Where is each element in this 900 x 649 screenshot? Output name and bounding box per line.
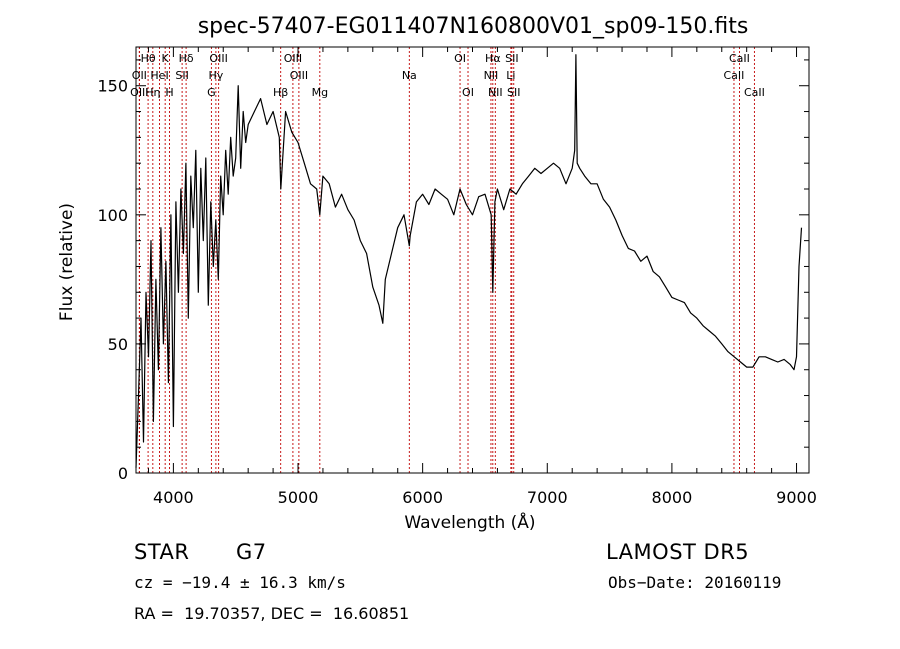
spectral-line-label: Hη [145, 86, 160, 99]
survey-release: LAMOST DR5 [606, 540, 750, 564]
spectral-line-label: HeI [150, 69, 168, 82]
redshift-velocity: cz = −19.4 ± 16.3 km/s [134, 573, 346, 592]
spectral-line-label: Hθ [141, 52, 156, 65]
spectral-line-label: Hγ [208, 69, 223, 82]
chart-title: spec-57407-EG011407N160800V01_sp09-150.f… [198, 14, 749, 39]
spectral-line-label: NII [488, 86, 503, 99]
spectral-line-label: OIII [209, 52, 227, 65]
spectral-line-label: Mg [312, 86, 328, 99]
spectral-line-label: OIII [284, 52, 302, 65]
x-tick-label: 7000 [527, 488, 568, 507]
spectral-line-label: H [165, 86, 173, 99]
object-class: STAR [134, 540, 190, 564]
spectral-line-label: OI [462, 86, 474, 99]
x-tick-label: 5000 [278, 488, 319, 507]
x-tick-label: 9000 [776, 488, 817, 507]
spectral-line-label: OIII [130, 86, 148, 99]
spectral-line-markers [138, 47, 755, 473]
spectral-line-label: K [162, 52, 170, 65]
y-axis-ticks: 0 50 100 150 [97, 59, 809, 483]
y-tick-label: 150 [97, 77, 128, 96]
y-axis-label: Flux (relative) [57, 203, 77, 321]
y-tick-label: 0 [118, 464, 128, 483]
spectral-line-label: Na [402, 69, 417, 82]
sky-coordinates: RA = 19.70357, DEC = 16.60851 [134, 604, 410, 623]
spectral-subclass: G7 [236, 540, 267, 564]
x-axis-ticks: 4000 5000 6000 7000 8000 9000 [147, 47, 817, 507]
spectral-line-label: G [207, 86, 216, 99]
spectral-line-label: CaII [724, 69, 745, 82]
spectral-line-label: Hδ [179, 52, 194, 65]
spectral-line-label: SII [507, 86, 520, 99]
spectral-line-label: OII [132, 69, 147, 82]
spectral-line-label: NII [484, 69, 499, 82]
y-tick-label: 50 [108, 335, 128, 354]
spectral-line-label: SII [175, 69, 188, 82]
x-tick-label: 8000 [652, 488, 693, 507]
x-tick-label: 4000 [153, 488, 194, 507]
y-tick-label: 100 [97, 206, 128, 225]
spectral-line-label: CaII [729, 52, 750, 65]
spectral-line-label: Hα [485, 52, 501, 65]
spectral-line-label: CaII [744, 86, 765, 99]
spectral-line-label: Li [506, 69, 515, 82]
spectral-line-label: OI [454, 52, 466, 65]
spectrum-series-line [135, 54, 803, 468]
x-axis-label: Wavelength (Å) [404, 511, 535, 533]
spectral-line-label: SII [505, 52, 518, 65]
spectral-line-label: Hβ [273, 86, 288, 99]
observation-date: Obs−Date: 20160119 [608, 573, 782, 592]
spectral-line-label: OIII [290, 69, 308, 82]
x-tick-label: 6000 [402, 488, 443, 507]
